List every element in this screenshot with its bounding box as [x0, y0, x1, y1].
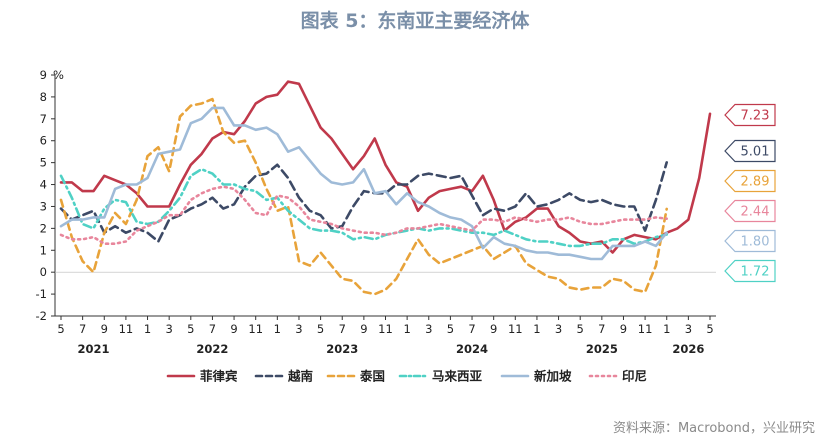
x-tick-label: 11: [508, 322, 523, 336]
end-value-label: 5.01: [741, 145, 770, 160]
x-tick-label: 1: [533, 322, 540, 336]
x-tick-label: 7: [468, 322, 475, 336]
y-tick-label: 8: [40, 90, 47, 104]
x-tick-label: 5: [57, 322, 64, 336]
x-tick-label: 9: [101, 322, 108, 336]
x-tick-label: 5: [187, 322, 194, 336]
end-value-badge: [724, 139, 776, 163]
end-value-badge: [724, 199, 776, 223]
end-value-labels: 7.23 5.01 2.89 1.72 1.80 2.44: [724, 103, 776, 283]
x-tick-label: 1: [144, 322, 151, 336]
x-tick-label: 1: [663, 322, 670, 336]
x-tick-label: 9: [620, 322, 627, 336]
year-label: 2026: [672, 342, 704, 356]
x-tick-label: 7: [339, 322, 346, 336]
y-tick-label: 4: [40, 178, 47, 192]
y-axis-unit: %: [53, 68, 64, 82]
x-tick-label: 11: [248, 322, 263, 336]
series-line: [59, 167, 669, 248]
legend: 菲律宾 越南 泰国 马来西亚 新加坡 印尼: [166, 369, 647, 384]
legend-label: 马来西亚: [432, 369, 483, 384]
x-tick-label: 3: [685, 322, 692, 336]
y-tick-label: 9: [40, 68, 47, 82]
x-tick-label: 3: [555, 322, 562, 336]
end-value-badge: [724, 103, 776, 127]
y-tick-label: 1: [40, 243, 47, 257]
series-line: [59, 80, 712, 254]
year-label: 2022: [196, 342, 228, 356]
year-label: 2024: [456, 342, 488, 356]
y-tick-label: -1: [36, 287, 47, 301]
legend-label: 印尼: [622, 369, 647, 384]
x-tick-label: 5: [317, 322, 324, 336]
y-tick-label: -2: [36, 309, 47, 323]
end-value-label: 1.72: [741, 265, 770, 280]
year-label: 2025: [586, 342, 618, 356]
legend-item: 越南: [254, 369, 314, 384]
series-line: [59, 185, 669, 245]
legend-item: 菲律宾: [166, 369, 238, 384]
end-value-badge: [724, 229, 776, 253]
x-tick-label: 5: [577, 322, 584, 336]
legend-item: 新加坡: [500, 369, 572, 384]
x-tick-label: 11: [638, 322, 653, 336]
legend-label: 新加坡: [534, 369, 572, 384]
x-tick-label: 9: [360, 322, 367, 336]
x-tick-label: 1: [274, 322, 281, 336]
x-tick-label: 11: [119, 322, 134, 336]
series-layer: [59, 80, 712, 296]
y-tick-label: 3: [40, 199, 47, 213]
legend-label: 泰国: [359, 369, 385, 384]
y-tick-label: 0: [40, 265, 47, 279]
series-line: [59, 106, 669, 261]
legend-item: 印尼: [588, 369, 647, 384]
legend-label: 菲律宾: [200, 369, 238, 384]
y-tick-label: 2: [40, 221, 47, 235]
year-label: 2021: [77, 342, 109, 356]
x-tick-label: 3: [425, 322, 432, 336]
end-value-label: 1.80: [741, 235, 770, 250]
series-line: [59, 97, 669, 296]
legend-label: 越南: [287, 369, 314, 384]
x-tick-label: 11: [378, 322, 393, 336]
end-value-badge: [724, 169, 776, 193]
legend-item: 泰国: [326, 369, 385, 384]
end-value-badge: [724, 259, 776, 283]
x-tick-label: 3: [166, 322, 173, 336]
x-tick-label: 5: [447, 322, 454, 336]
end-value-label: 2.89: [741, 175, 770, 190]
x-tick-label: 7: [209, 322, 216, 336]
x-tick-label: 9: [490, 322, 497, 336]
source-note: 资料来源：Macrobond，兴业研究: [613, 421, 815, 436]
x-tick-label: 1: [403, 322, 410, 336]
x-tick-label: 9: [230, 322, 237, 336]
y-tick-label: 7: [40, 112, 47, 126]
x-tick-label: 3: [295, 322, 302, 336]
x-tick-label: 7: [598, 322, 605, 336]
year-label: 2023: [326, 342, 358, 356]
y-tick-label: 6: [40, 134, 47, 148]
x-tick-label: 7: [79, 322, 86, 336]
end-value-label: 7.23: [741, 109, 770, 124]
x-tick-label: 5: [706, 322, 713, 336]
end-value-label: 2.44: [741, 205, 770, 220]
y-tick-label: 5: [40, 156, 47, 170]
chart-title: 图表 5：东南亚主要经济体: [301, 9, 531, 32]
series-line: [59, 161, 669, 243]
legend-item: 马来西亚: [398, 369, 483, 384]
